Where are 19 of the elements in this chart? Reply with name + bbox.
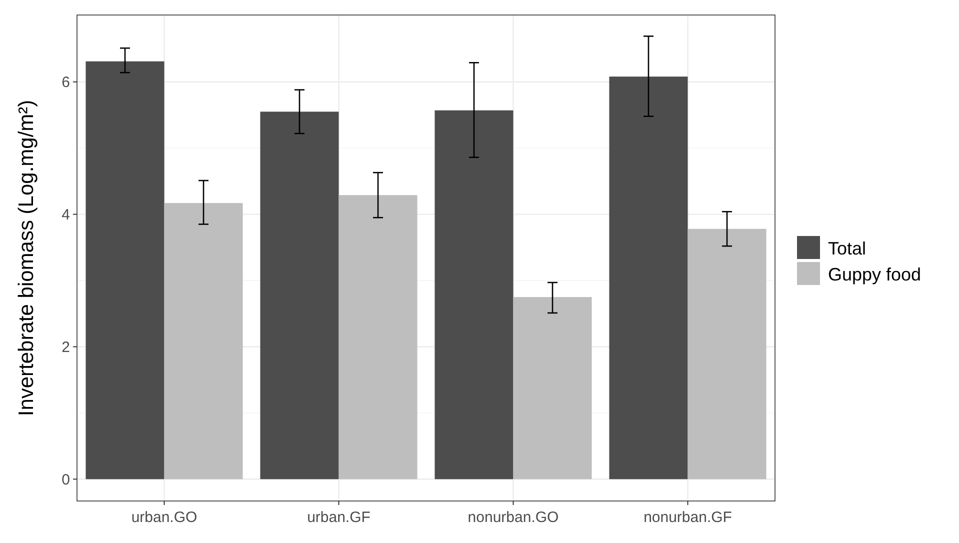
y-tick-label: 4 xyxy=(62,206,70,224)
bar xyxy=(688,228,766,480)
x-tick-label: urban.GO xyxy=(131,509,198,526)
x-tick-label: nonurban.GO xyxy=(468,509,559,526)
bar xyxy=(609,76,688,480)
y-tick-label: 6 xyxy=(62,74,70,92)
bar xyxy=(434,110,514,480)
bar xyxy=(338,195,418,480)
bar xyxy=(513,297,592,480)
legend-label: Guppy food xyxy=(828,264,922,284)
bar xyxy=(164,203,243,480)
bar xyxy=(260,112,339,480)
y-tick-label: 2 xyxy=(62,338,70,356)
legend-label: Total xyxy=(828,238,866,258)
x-tick-label: urban.GF xyxy=(307,509,370,526)
bar xyxy=(86,61,164,480)
y-tick-label: 0 xyxy=(62,471,70,488)
y-axis-title: Invertebrate biomass (Log.mg/m²) xyxy=(15,100,38,416)
x-tick-label: nonurban.GF xyxy=(644,509,732,526)
